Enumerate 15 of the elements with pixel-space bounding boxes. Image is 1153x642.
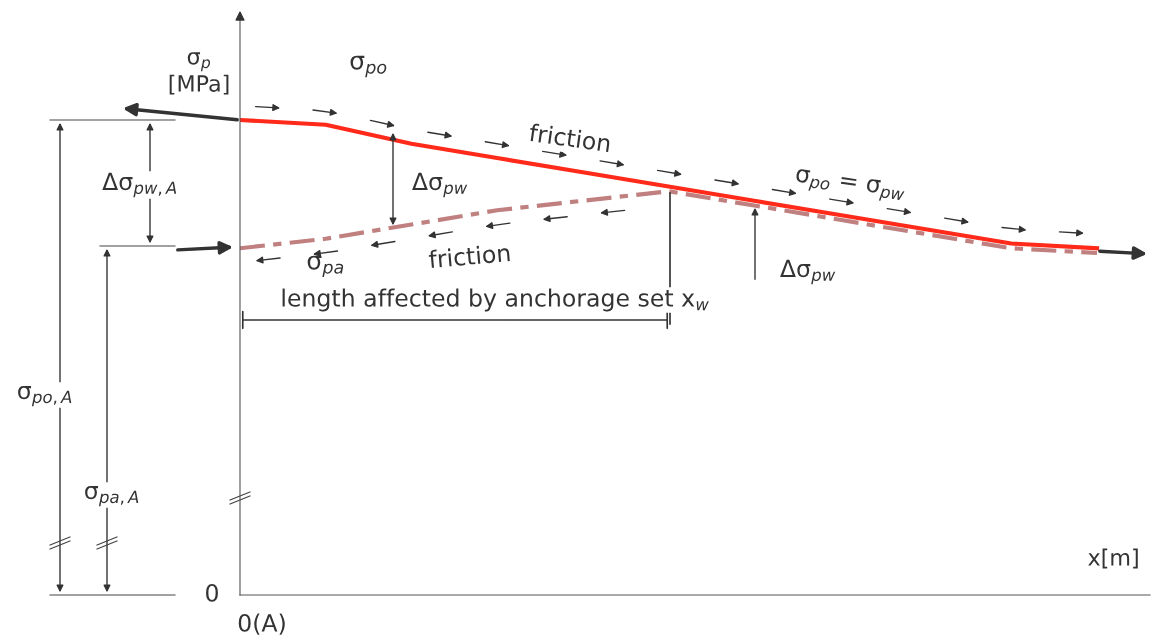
text: σ$_{po}$ bbox=[350, 55, 387, 78]
text: Δσ$_{pw,A}$ bbox=[102, 172, 177, 198]
y-axis-title: σ$_{p}$ [MPa] bbox=[169, 52, 229, 95]
annotation: length affected by anchorage set x$_{w}$ bbox=[282, 288, 709, 312]
annotation: Δσ$_{pw}$ bbox=[412, 172, 468, 198]
text: 0 bbox=[206, 583, 218, 602]
annotation: friction bbox=[428, 243, 510, 269]
x-axis-title: x[m] bbox=[1088, 548, 1138, 569]
annotation: Δσ$_{pw}$ bbox=[780, 259, 836, 285]
text: σ$_{pa,A}$ bbox=[85, 486, 139, 507]
text: σ$_{po,A}$ bbox=[18, 386, 72, 407]
annotation: friction bbox=[528, 123, 611, 153]
text: 0(A) bbox=[238, 613, 285, 635]
series-label: σ$_{pa}$ bbox=[307, 255, 344, 278]
annotation: σ$_{po}$ = σ$_{pw}$ bbox=[794, 168, 906, 204]
